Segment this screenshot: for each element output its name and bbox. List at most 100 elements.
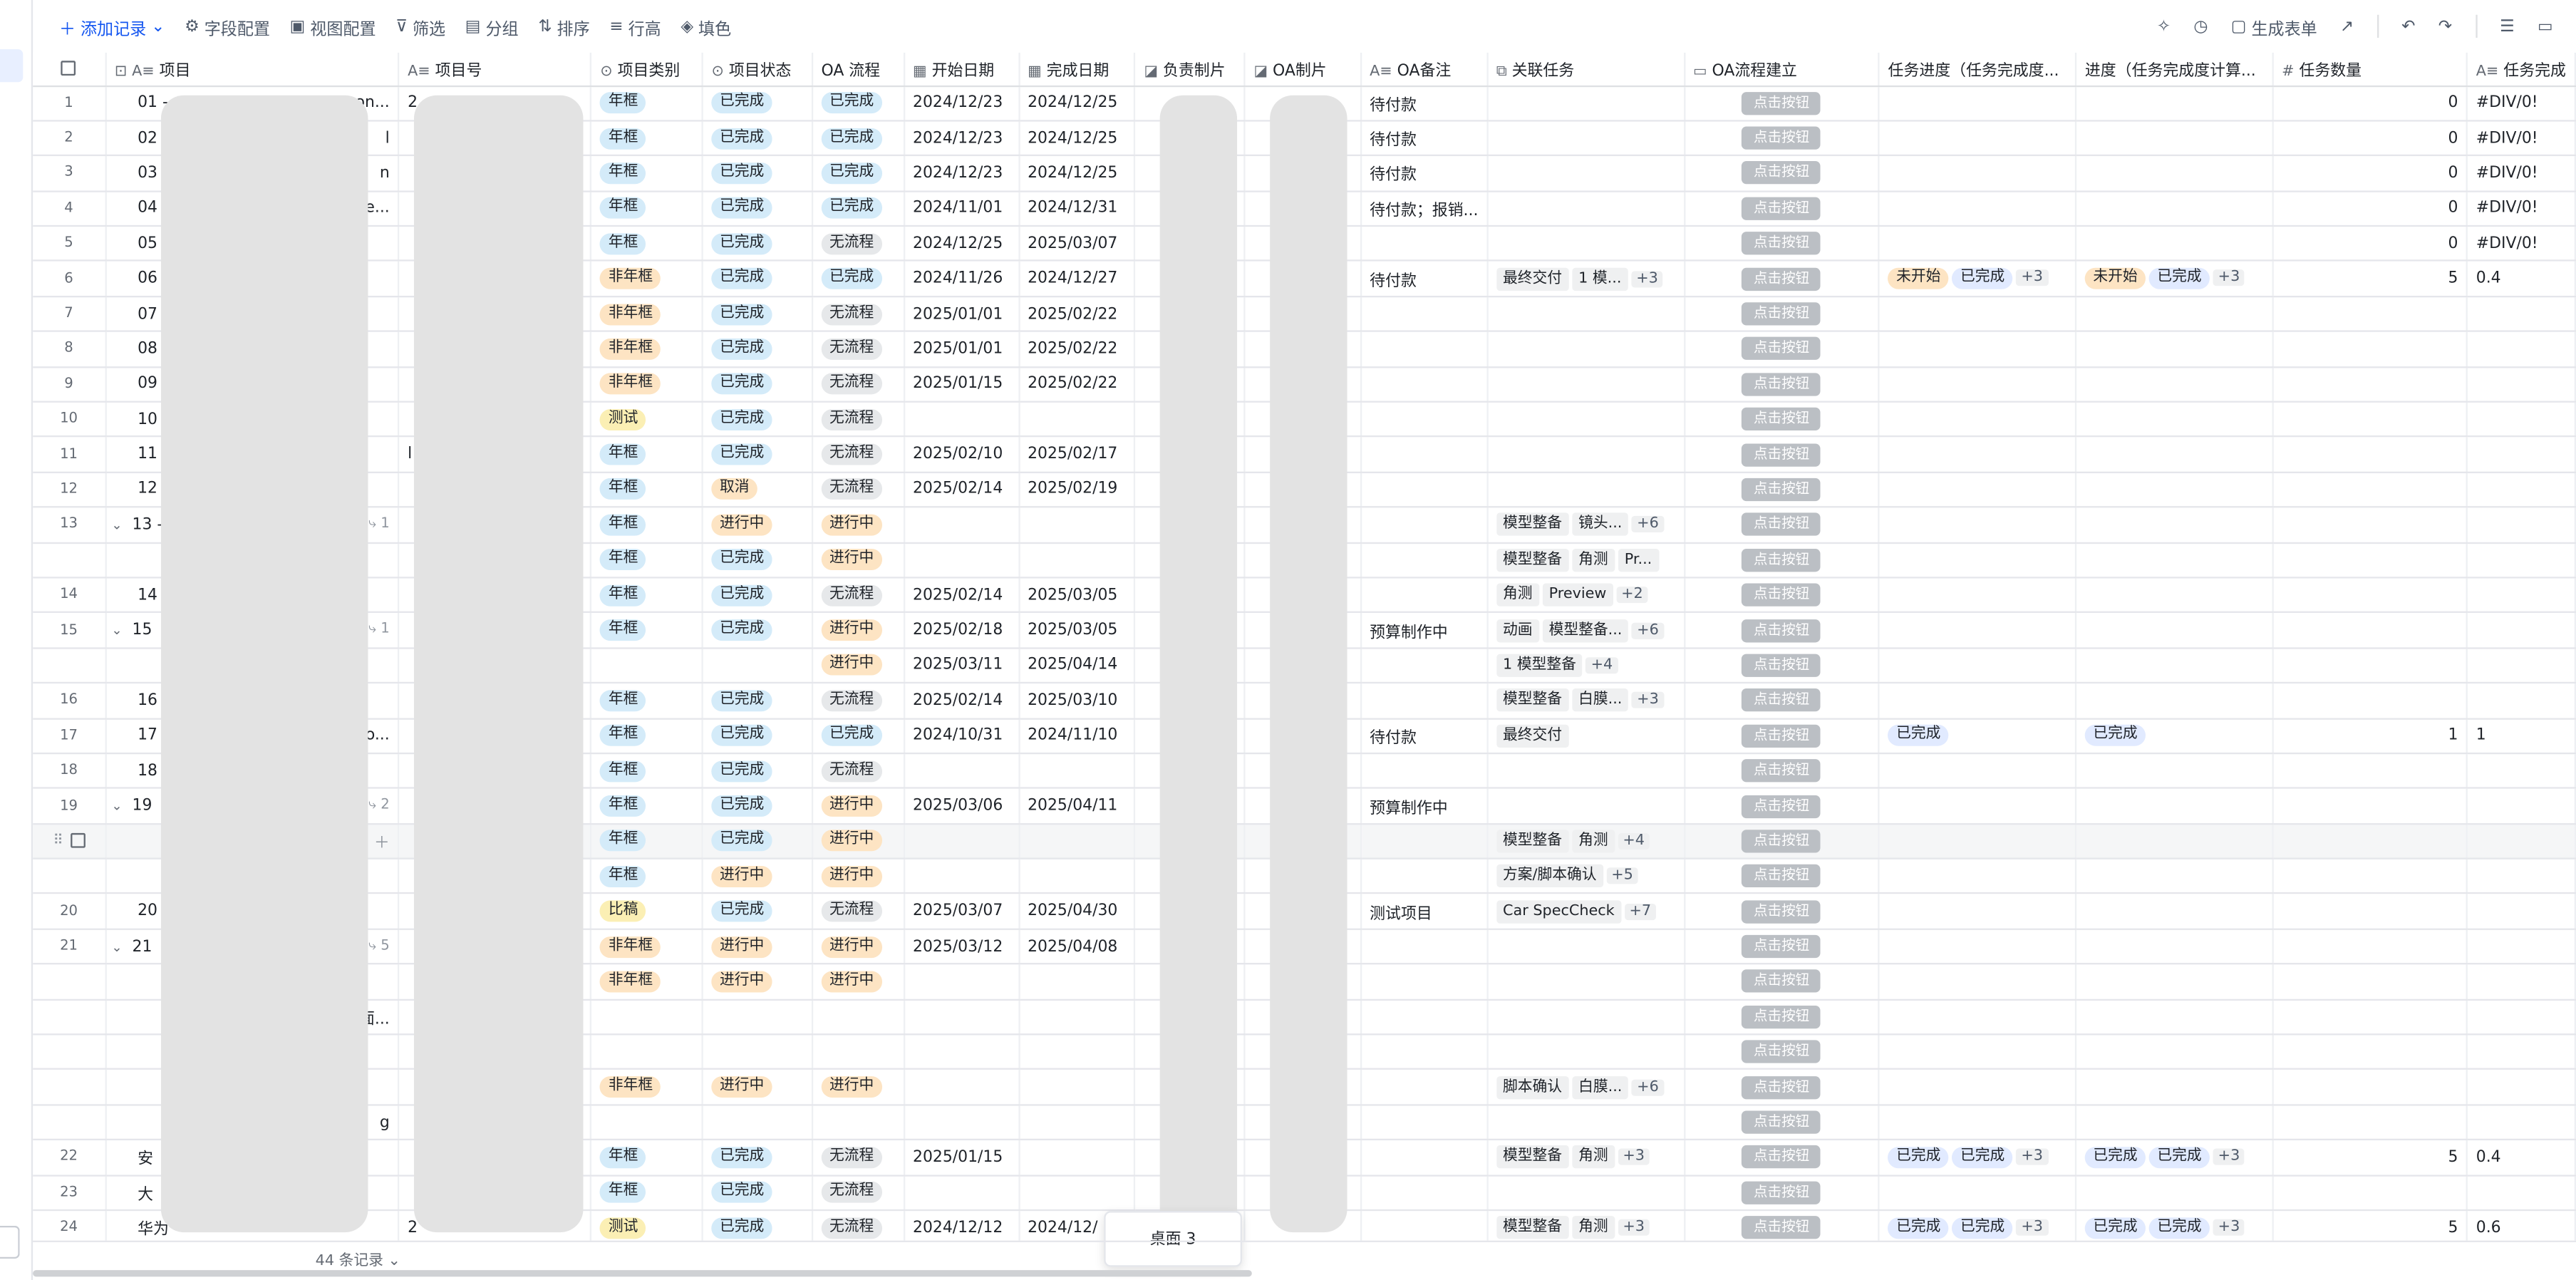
click-button[interactable]: 点击按钮	[1742, 688, 1821, 713]
task-count-cell[interactable]	[2272, 472, 2468, 508]
more-count[interactable]: +7	[1624, 903, 1657, 920]
click-button[interactable]: 点击按钮	[1742, 91, 1821, 115]
status-tag[interactable]: 已完成	[711, 303, 772, 325]
oa-flow-tag[interactable]: 无流程	[821, 900, 882, 922]
click-button[interactable]: 点击按钮	[1742, 724, 1821, 748]
oa-flow-cell[interactable]: 无流程	[812, 1140, 905, 1176]
oa-flow-cell[interactable]: 无流程	[812, 577, 905, 614]
more-count[interactable]: +4	[1586, 657, 1618, 674]
start-date-cell[interactable]: 2025/02/18	[904, 612, 1020, 649]
task-progress-cell[interactable]	[1878, 858, 2077, 895]
oa-note-cell[interactable]	[1360, 401, 1489, 438]
status-tag[interactable]: 已完成	[711, 1147, 772, 1168]
sub-record-row[interactable]: 年框 已完成 进行中 模型整备 角测 Pr... 点击按钮	[33, 542, 2576, 579]
progress-calc-cell[interactable]	[2076, 507, 2274, 544]
oa-flow-button-cell[interactable]: 点击按钮	[1684, 261, 1881, 297]
linked-tasks-cell[interactable]: 最终交付 1 模... +3	[1487, 261, 1685, 297]
task-done-cell[interactable]	[2467, 753, 2576, 790]
category-cell[interactable]	[591, 1105, 703, 1141]
task-count-cell[interactable]	[2272, 858, 2468, 895]
task-count-cell[interactable]	[2272, 366, 2468, 403]
progress-calc-cell[interactable]	[2076, 823, 2274, 860]
category-tag[interactable]: 非年框	[600, 1076, 661, 1098]
more-count[interactable]: +3	[1618, 1149, 1650, 1166]
linked-tasks-cell[interactable]	[1487, 964, 1685, 1001]
category-cell[interactable]: 年框	[591, 507, 703, 544]
oa-flow-button-cell[interactable]: 点击按钮	[1684, 999, 1881, 1036]
linked-tasks-cell[interactable]: Car SpecCheck +7	[1487, 894, 1685, 930]
task-progress-cell[interactable]	[1878, 155, 2077, 192]
category-tag[interactable]: 测试	[600, 1217, 646, 1239]
category-tag[interactable]: 年框	[600, 479, 646, 500]
group-button[interactable]: ▤ 分组	[465, 17, 519, 39]
task-progress-cell[interactable]: 已完成 已完成 +3	[1878, 1140, 2077, 1176]
oa-flow-button-cell[interactable]: 点击按钮	[1684, 1034, 1881, 1070]
task-progress-cell[interactable]	[1878, 296, 2077, 333]
click-button[interactable]: 点击按钮	[1742, 1181, 1821, 1204]
click-button[interactable]: 点击按钮	[1742, 934, 1821, 959]
progress-calc-cell[interactable]	[2076, 1105, 2274, 1141]
task-done-cell[interactable]	[2467, 296, 2576, 333]
oa-flow-cell[interactable]	[812, 999, 905, 1036]
status-tag[interactable]: 进行中	[711, 936, 772, 958]
start-date-cell[interactable]: 2024/10/31	[904, 718, 1020, 755]
category-tag[interactable]: 年框	[600, 197, 646, 220]
click-button[interactable]: 点击按钮	[1742, 513, 1821, 537]
oa-note-cell[interactable]	[1360, 1105, 1489, 1141]
task-count-cell[interactable]	[2272, 964, 2468, 1001]
status-tag[interactable]: 已完成	[711, 443, 772, 465]
linked-tasks-cell[interactable]: 最终交付	[1487, 718, 1685, 755]
end-date-cell[interactable]	[1018, 964, 1136, 1001]
field-config-button[interactable]: ⚙ 字段配置	[185, 17, 270, 39]
oa-flow-button-cell[interactable]: 点击按钮	[1684, 296, 1881, 333]
task-done-cell[interactable]	[2467, 683, 2576, 719]
linked-tasks-cell[interactable]: 模型整备 白膜... +3	[1487, 683, 1685, 719]
progress-calc-cell[interactable]	[2076, 647, 2274, 684]
oa-note-cell[interactable]: 测试项目	[1360, 894, 1489, 930]
status-cell[interactable]: 已完成	[702, 1210, 813, 1241]
more-count[interactable]: +3	[2213, 1148, 2245, 1165]
task-count-cell[interactable]	[2272, 296, 2468, 333]
linked-tasks-cell[interactable]: 方案/脚本确认 +5	[1487, 858, 1685, 895]
task-count-cell[interactable]: 0	[2272, 85, 2468, 122]
oa-note-cell[interactable]: 待付款	[1360, 120, 1489, 157]
start-date-cell[interactable]: 2024/12/25	[904, 226, 1020, 262]
task-progress-cell[interactable]	[1878, 542, 2077, 579]
oa-flow-button-cell[interactable]: 点击按钮	[1684, 858, 1881, 895]
category-tag[interactable]: 年框	[600, 549, 646, 571]
linked-tasks-cell[interactable]	[1487, 437, 1685, 473]
more-count[interactable]: +5	[1606, 868, 1638, 885]
task-done-cell[interactable]: #DIV/0!	[2467, 190, 2576, 227]
oa-flow-cell[interactable]: 无流程	[812, 401, 905, 438]
oa-flow-tag[interactable]: 无流程	[821, 232, 882, 254]
oa-flow-cell[interactable]: 已完成	[812, 85, 905, 122]
oa-flow-button-cell[interactable]: 点击按钮	[1684, 753, 1881, 790]
category-cell[interactable]	[591, 647, 703, 684]
status-cell[interactable]: 已完成	[702, 894, 813, 930]
task-done-cell[interactable]	[2467, 858, 2576, 895]
task-count-cell[interactable]	[2272, 577, 2468, 614]
linked-tasks-cell[interactable]	[1487, 120, 1685, 157]
linked-tasks-cell[interactable]: 模型整备 角测 +3	[1487, 1140, 1685, 1176]
oa-flow-tag[interactable]: 进行中	[821, 619, 882, 641]
end-date-cell[interactable]: 2025/02/17	[1018, 437, 1136, 473]
click-button[interactable]: 点击按钮	[1742, 337, 1821, 361]
oa-note-cell[interactable]	[1360, 577, 1489, 614]
start-date-cell[interactable]: 2025/02/10	[904, 437, 1020, 473]
status-cell[interactable]: 取消	[702, 472, 813, 508]
start-date-cell[interactable]: 2025/02/14	[904, 472, 1020, 508]
view-config-button[interactable]: ▣ 视图配置	[289, 17, 376, 39]
category-cell[interactable]: 测试	[591, 1210, 703, 1241]
click-button[interactable]: 点击按钮	[1742, 1005, 1821, 1028]
oa-flow-button-cell[interactable]: 点击按钮	[1684, 472, 1881, 508]
progress-calc-cell[interactable]	[2076, 401, 2274, 438]
task-done-cell[interactable]: #DIV/0!	[2467, 226, 2576, 262]
task-count-cell[interactable]	[2272, 331, 2468, 368]
status-tag[interactable]: 已完成	[711, 830, 772, 852]
end-date-cell[interactable]: 2025/02/22	[1018, 366, 1136, 403]
status-cell[interactable]: 已完成	[702, 577, 813, 614]
status-cell[interactable]: 进行中	[702, 964, 813, 1001]
click-button[interactable]: 点击按钮	[1742, 1216, 1821, 1239]
column-header[interactable]: ⊙ 项目类别	[591, 52, 703, 87]
start-date-cell[interactable]	[904, 1105, 1020, 1141]
